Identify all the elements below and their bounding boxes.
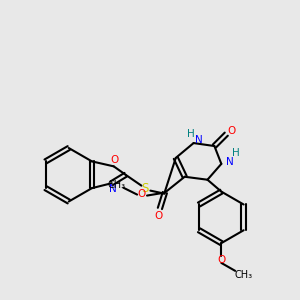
Text: O: O <box>227 126 236 136</box>
Text: CH₃: CH₃ <box>234 270 252 280</box>
Text: N: N <box>109 184 117 194</box>
Text: N: N <box>226 157 234 167</box>
Text: O: O <box>155 212 163 221</box>
Text: N: N <box>195 135 203 145</box>
Text: H: H <box>187 129 194 139</box>
Text: O: O <box>137 189 145 199</box>
Text: O: O <box>217 255 226 265</box>
Text: S: S <box>142 182 149 195</box>
Text: H: H <box>232 148 240 158</box>
Text: O: O <box>111 155 119 165</box>
Text: CH₃: CH₃ <box>107 180 125 190</box>
